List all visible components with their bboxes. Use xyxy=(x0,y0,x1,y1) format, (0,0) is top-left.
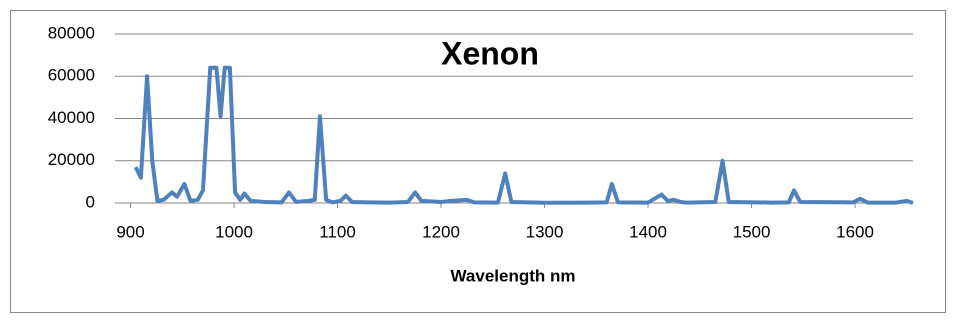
y-tick-label: 0 xyxy=(86,192,95,211)
x-tick-label: 1500 xyxy=(733,222,771,241)
y-tick-label: 20000 xyxy=(48,150,95,169)
x-tick-label: 1100 xyxy=(319,222,356,241)
x-tick-label: 1600 xyxy=(836,222,874,241)
y-tick-label: 40000 xyxy=(48,108,95,127)
x-tick-label: 1000 xyxy=(215,222,253,241)
chart-border xyxy=(10,10,946,313)
x-tick-label: 900 xyxy=(116,222,144,241)
y-tick-label: 60000 xyxy=(48,66,95,85)
data-line xyxy=(133,65,914,205)
y-tick-label: 80000 xyxy=(48,23,95,42)
x-axis-label: Wavelength nm xyxy=(451,266,576,285)
x-tick-label: 1200 xyxy=(422,222,460,241)
x-tick-label: 1400 xyxy=(629,222,667,241)
x-tick-label: 1300 xyxy=(526,222,564,241)
chart-title: Xenon xyxy=(441,35,539,71)
